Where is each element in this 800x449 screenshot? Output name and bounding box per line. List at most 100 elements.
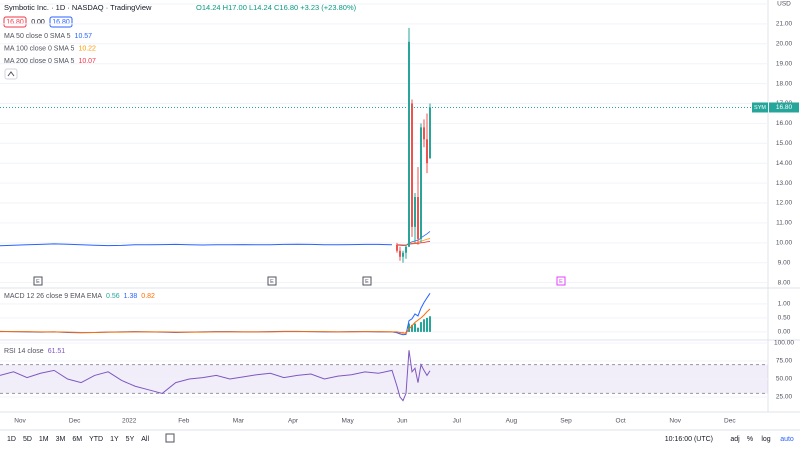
y-tick-label: 0.00 bbox=[778, 329, 791, 336]
histogram-bar bbox=[411, 324, 413, 332]
candle-body bbox=[417, 197, 419, 239]
clock: 10:16:00 (UTC) bbox=[665, 436, 713, 443]
range-button[interactable]: 6M bbox=[72, 436, 82, 443]
x-tick-label: Nov bbox=[14, 418, 26, 425]
axis-option[interactable]: % bbox=[747, 436, 753, 443]
y-tick-label: 9.00 bbox=[778, 259, 791, 266]
axis-option[interactable]: auto bbox=[780, 436, 794, 443]
y-tick-label: 8.00 bbox=[778, 279, 791, 286]
range-button[interactable]: 3M bbox=[56, 436, 66, 443]
x-tick-label: 2022 bbox=[122, 418, 137, 425]
y-tick-label: 15.00 bbox=[776, 140, 793, 147]
y-tick-label: USD bbox=[777, 1, 791, 8]
macd-line bbox=[0, 308, 431, 334]
candle-body bbox=[414, 197, 416, 227]
y-tick-label: 20.00 bbox=[776, 41, 793, 48]
histogram-bar bbox=[417, 327, 419, 332]
legend-label: MA 50 close 0 SMA 5 bbox=[4, 33, 71, 40]
pane-title: MACD 12 26 close 9 EMA EMA bbox=[4, 293, 102, 300]
candle-body bbox=[408, 41, 410, 247]
y-tick-label: 16.00 bbox=[776, 120, 793, 127]
x-tick-label: Sep bbox=[560, 418, 572, 425]
event-marker[interactable] bbox=[267, 276, 277, 286]
candle-body bbox=[426, 139, 428, 164]
sell-price: 16.80 bbox=[6, 19, 24, 26]
calendar-icon[interactable] bbox=[165, 433, 175, 443]
x-tick-label: Dec bbox=[724, 418, 736, 425]
x-tick-label: Aug bbox=[506, 418, 518, 425]
legend-label: RSI 14 close bbox=[4, 348, 44, 355]
ma-line bbox=[397, 241, 431, 246]
symbol-title: Symbotic Inc. · 1D · NASDAQ · TradingVie… bbox=[4, 3, 152, 12]
buy-price: 16.80 bbox=[52, 19, 70, 26]
range-button[interactable]: 1D bbox=[7, 436, 16, 443]
y-tick-label: 18.00 bbox=[776, 80, 793, 87]
y-tick-label: 19.00 bbox=[776, 60, 793, 67]
y-tick-label: 10.00 bbox=[776, 240, 793, 247]
x-tick-label: Nov bbox=[669, 418, 681, 425]
y-tick-label: 50.00 bbox=[776, 376, 793, 383]
legend-value: 0.82 bbox=[141, 293, 155, 300]
x-tick-label: Apr bbox=[288, 418, 299, 425]
legend-value: 10.22 bbox=[78, 45, 96, 52]
x-tick-label: Jun bbox=[397, 418, 408, 425]
symbol-tag-bg bbox=[752, 102, 768, 113]
sell-button[interactable] bbox=[3, 16, 27, 28]
histogram-bar bbox=[408, 323, 410, 332]
event-marker[interactable] bbox=[362, 276, 372, 286]
x-tick-label: Feb bbox=[178, 418, 190, 425]
candle-body bbox=[420, 127, 422, 239]
x-tick-label: May bbox=[341, 418, 354, 425]
candle-body bbox=[405, 246, 407, 253]
y-tick-label: 13.00 bbox=[776, 180, 793, 187]
legend-label: MA 200 close 0 SMA 5 bbox=[4, 58, 75, 65]
price-tag: 16.80 bbox=[776, 104, 793, 111]
range-button[interactable]: 5Y bbox=[126, 436, 135, 443]
axis-option[interactable]: adj bbox=[730, 436, 740, 443]
x-tick-label: Mar bbox=[233, 418, 245, 425]
legend-value: 0.56 bbox=[106, 293, 120, 300]
y-tick-label: 100.00 bbox=[774, 340, 794, 347]
price-line bbox=[0, 243, 393, 247]
collapse-icon bbox=[7, 71, 15, 77]
range-button[interactable]: 1M bbox=[39, 436, 49, 443]
spread: 0.00 bbox=[31, 19, 45, 26]
y-tick-label: 0.50 bbox=[778, 315, 791, 322]
y-tick-label: 75.00 bbox=[776, 358, 793, 365]
histogram-bar bbox=[420, 322, 422, 332]
buy-button[interactable] bbox=[49, 16, 73, 28]
x-tick-label: Dec bbox=[69, 418, 81, 425]
candle-body bbox=[423, 127, 425, 140]
y-tick-label: 11.00 bbox=[776, 220, 792, 227]
price-tag-bg bbox=[769, 102, 799, 113]
collapse-button[interactable] bbox=[4, 68, 18, 80]
legend-value: 1.38 bbox=[124, 293, 138, 300]
candle-body bbox=[399, 250, 401, 257]
event-label: E bbox=[270, 279, 274, 285]
event-marker[interactable] bbox=[556, 276, 566, 286]
range-button[interactable]: YTD bbox=[89, 436, 103, 443]
range-button[interactable]: 5D bbox=[23, 436, 32, 443]
legend-value: 10.57 bbox=[75, 33, 93, 40]
y-tick-label: 21.00 bbox=[776, 21, 793, 28]
histogram-bar bbox=[429, 316, 431, 332]
event-label: E bbox=[36, 279, 40, 285]
legend-value: 10.07 bbox=[78, 58, 96, 65]
candle-body bbox=[411, 103, 413, 227]
legend-value: 61.51 bbox=[48, 348, 66, 355]
symbol-tag: SYM bbox=[754, 105, 766, 111]
candle-body bbox=[396, 244, 398, 251]
range-button[interactable]: All bbox=[141, 436, 149, 443]
range-button[interactable]: 1Y bbox=[110, 436, 119, 443]
event-label: E bbox=[559, 279, 563, 285]
legend-label: MA 100 close 0 SMA 5 bbox=[4, 45, 75, 52]
candle-body bbox=[429, 107, 431, 159]
rsi-line bbox=[0, 350, 431, 402]
event-label: E bbox=[365, 279, 369, 285]
axis-option[interactable]: log bbox=[761, 436, 770, 443]
y-tick-label: 1.00 bbox=[778, 301, 791, 308]
event-marker[interactable] bbox=[33, 276, 43, 286]
y-tick-label: 25.00 bbox=[776, 394, 793, 401]
